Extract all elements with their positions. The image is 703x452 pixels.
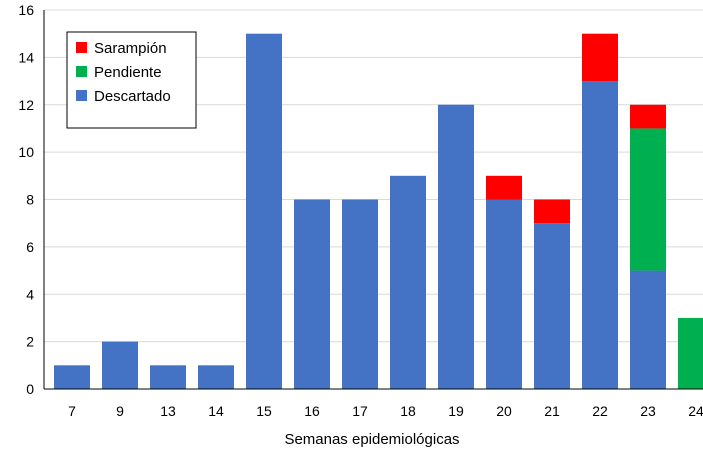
x-tick-label: 14 xyxy=(208,403,224,419)
legend-label: Pendiente xyxy=(94,64,162,81)
x-tick-label: 23 xyxy=(640,403,656,419)
bar-segment-descartado xyxy=(486,199,522,389)
legend-swatch xyxy=(76,90,87,101)
bar-segment-sarampin xyxy=(486,175,522,200)
bar-segment-descartado xyxy=(246,33,282,389)
legend-label: Descartado xyxy=(94,88,171,105)
bar-segment-descartado xyxy=(198,365,234,389)
bar-segment-descartado xyxy=(102,341,138,389)
bar-segment-descartado xyxy=(54,365,90,389)
y-tick-label: 0 xyxy=(26,381,34,397)
bar-segment-pendiente xyxy=(630,128,666,271)
y-tick-label: 4 xyxy=(26,286,34,302)
bar-segment-pendiente xyxy=(678,317,703,389)
legend-box xyxy=(66,31,197,129)
bars xyxy=(54,33,703,389)
x-axis-ticks: 7 9 13 14 15 16 17 18 19 20 21 22 23 24 xyxy=(68,403,703,419)
x-tick-label: 16 xyxy=(304,403,320,419)
bar-segment-sarampin xyxy=(630,104,666,129)
bar-segment-descartado xyxy=(390,175,426,389)
bar-segment-sarampin xyxy=(582,33,618,82)
legend-swatch xyxy=(76,42,87,53)
x-tick-label: 20 xyxy=(496,403,512,419)
y-tick-label: 14 xyxy=(18,49,34,65)
bar-segment-descartado xyxy=(630,270,666,389)
x-axis-title: Semanas epidemiológicas xyxy=(284,431,459,448)
bar-segment-descartado xyxy=(582,81,618,389)
y-tick-label: 2 xyxy=(26,334,34,350)
x-tick-label: 24 xyxy=(688,403,703,419)
legend: Sarampión Pendiente Descartado xyxy=(66,31,197,129)
x-tick-label: 19 xyxy=(448,403,464,419)
x-tick-label: 18 xyxy=(400,403,416,419)
legend-label: Sarampión xyxy=(94,40,167,57)
x-tick-label: 21 xyxy=(544,403,560,419)
x-tick-label: 15 xyxy=(256,403,272,419)
y-tick-label: 8 xyxy=(26,192,34,208)
x-tick-label: 7 xyxy=(68,403,76,419)
bar-segment-descartado xyxy=(342,199,378,389)
x-tick-label: 13 xyxy=(160,403,176,419)
bar-segment-descartado xyxy=(438,104,474,389)
x-tick-label: 9 xyxy=(116,403,124,419)
bar-segment-descartado xyxy=(150,365,186,389)
y-tick-label: 12 xyxy=(18,97,34,113)
bar-segment-sarampin xyxy=(534,199,570,224)
axes xyxy=(43,10,703,390)
legend-swatch xyxy=(76,66,87,77)
y-tick-label: 6 xyxy=(26,239,34,255)
bar-segment-descartado xyxy=(534,223,570,389)
y-tick-label: 16 xyxy=(18,2,34,18)
y-tick-label: 10 xyxy=(18,144,34,160)
bar-segment-descartado xyxy=(294,199,330,389)
y-axis-ticks: 0 2 4 6 8 10 12 14 16 xyxy=(18,2,34,397)
x-tick-label: 22 xyxy=(592,403,608,419)
x-tick-label: 17 xyxy=(352,403,368,419)
